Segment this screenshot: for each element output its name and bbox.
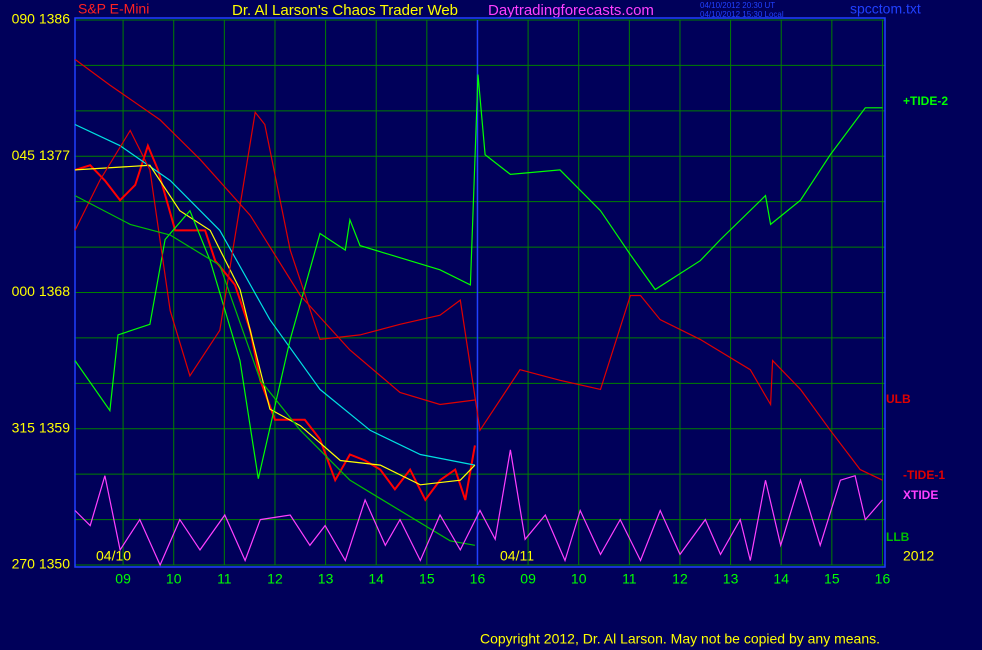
- date-label: 04/11: [500, 548, 534, 564]
- x-tick-label: 14: [368, 571, 384, 587]
- x-tick-label: 15: [824, 571, 840, 587]
- x-tick-label: 13: [723, 571, 739, 587]
- x-tick-label: 16: [470, 571, 486, 587]
- site-name: Daytradingforecasts.com: [488, 2, 654, 19]
- x-tick-label: 10: [571, 571, 587, 587]
- plot-frame: [74, 17, 886, 568]
- x-tick-label: 12: [672, 571, 688, 587]
- series-line: [74, 58, 475, 406]
- series-line: [74, 164, 476, 486]
- x-tick-label: 12: [267, 571, 283, 587]
- series-label: -TIDE-1: [903, 468, 945, 482]
- y-tick-label: 315 1359: [12, 419, 71, 435]
- series-line: [74, 74, 883, 479]
- y-tick-label: 090 1386: [12, 11, 71, 27]
- x-tick-label: 11: [217, 571, 232, 587]
- x-tick-label: 09: [520, 571, 536, 587]
- x-tick-label: 13: [318, 571, 334, 587]
- series-label: LLB: [886, 530, 910, 544]
- file-name: spcctom.txt: [850, 1, 921, 17]
- x-tick-label: 15: [419, 571, 435, 587]
- y-tick-label: 270 1350: [12, 556, 71, 572]
- x-tick-label: 09: [115, 571, 131, 587]
- copyright: Copyright 2012, Dr. Al Larson. May not b…: [480, 631, 880, 647]
- series-line: [74, 142, 476, 502]
- x-tick-label: 16: [875, 571, 891, 587]
- series-line: [74, 110, 883, 481]
- chart-title: S&P E-Mini: [78, 1, 149, 17]
- timestamp-local: 04/10/2012 15:30 Local: [700, 10, 784, 19]
- chart-subtitle: Dr. Al Larson's Chaos Trader Web: [232, 2, 458, 19]
- timestamp-ut: 04/10/2012 20:30 UT: [700, 1, 775, 10]
- series-line: [74, 123, 476, 466]
- series-line: [74, 195, 476, 546]
- x-tick-label: 10: [166, 571, 182, 587]
- x-tick-label: 14: [773, 571, 789, 587]
- series-label: +TIDE-2: [903, 94, 948, 108]
- series-label: XTIDE: [903, 488, 938, 502]
- x-tick-label: 11: [622, 571, 637, 587]
- y-tick-label: 000 1368: [12, 283, 71, 299]
- year-label: 2012: [903, 548, 934, 564]
- y-tick-label: 045 1377: [12, 147, 71, 163]
- date-label: 04/10: [96, 548, 131, 564]
- series-line: [74, 449, 883, 567]
- series-label: ULB: [886, 392, 911, 406]
